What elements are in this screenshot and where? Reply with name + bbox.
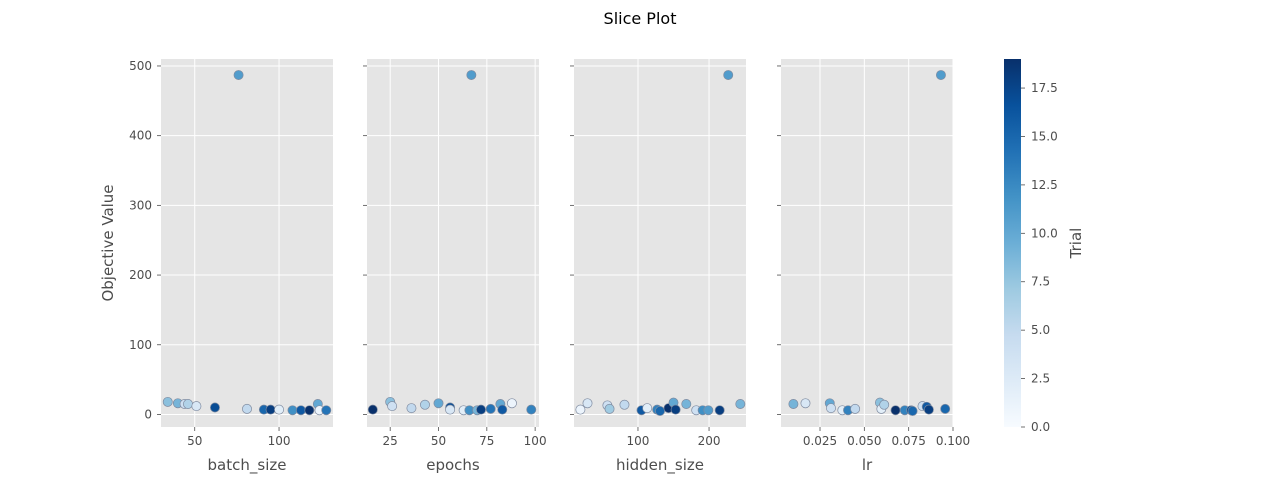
- panel-lr: 0.025 0.050 0.075 0.100 lr: [777, 59, 970, 474]
- y-tick-label: 400: [129, 129, 152, 143]
- panel-epochs: 25 50 75 100 epochs: [363, 59, 547, 474]
- colorbar-tick-label: 7.5: [1031, 275, 1050, 289]
- data-point: [735, 399, 746, 409]
- data-point: [296, 405, 306, 416]
- x-tick-label: 0.025: [803, 434, 837, 448]
- data-point: [935, 70, 946, 80]
- data-point: [582, 398, 593, 409]
- data-point: [526, 404, 537, 415]
- colorbar-gradient: [1004, 59, 1021, 427]
- y-tick-label: 0: [144, 407, 152, 421]
- x-axis-label: epochs: [426, 456, 480, 474]
- data-point: [183, 399, 193, 409]
- panels-group: 0 100 200 300 400 500 50 100 batch_size 25 50 75 100…: [129, 59, 970, 475]
- data-point: [210, 402, 220, 413]
- data-point: [923, 404, 934, 415]
- data-point: [907, 406, 918, 416]
- data-point: [575, 404, 586, 415]
- data-point: [433, 398, 444, 409]
- data-point: [420, 399, 430, 410]
- data-point: [681, 399, 692, 409]
- data-point: [506, 398, 517, 409]
- x-axis-label: lr: [862, 456, 873, 474]
- colorbar-ticks: 0.0 2.5 5.0 7.5 10.0 12.5 15.0 17.5: [1021, 81, 1058, 434]
- x-tick-label: 0.075: [891, 434, 925, 448]
- y-tick-label: 500: [129, 59, 152, 73]
- data-point: [788, 399, 799, 409]
- x-axis-label: hidden_size: [616, 456, 704, 475]
- y-tick-label: 100: [129, 338, 152, 352]
- x-tick-label: 0.100: [936, 434, 970, 448]
- data-point: [655, 406, 665, 416]
- colorbar-tick-label: 2.5: [1031, 372, 1050, 386]
- panel-batch_size: 0 100 200 300 400 500 50 100 batch_size: [129, 59, 333, 475]
- data-point: [233, 70, 244, 80]
- colorbar-tick-label: 12.5: [1031, 178, 1058, 192]
- x-tick-label: 50: [431, 434, 446, 448]
- data-point: [191, 401, 202, 412]
- data-point: [619, 399, 630, 410]
- data-point: [940, 403, 951, 414]
- colorbar-tick-label: 0.0: [1031, 420, 1050, 434]
- colorbar-tick-label: 5.0: [1031, 323, 1050, 337]
- colorbar-tick-label: 15.0: [1031, 129, 1058, 143]
- data-point: [466, 70, 477, 80]
- x-tick-label: 100: [268, 434, 291, 448]
- plot-area: [161, 59, 333, 427]
- data-point: [406, 403, 417, 414]
- x-tick-label: 200: [698, 434, 721, 448]
- data-point: [274, 404, 284, 415]
- data-point: [304, 405, 315, 416]
- chart-title: Slice Plot: [604, 9, 677, 28]
- plot-area: [367, 59, 539, 427]
- colorbar-label: Trial: [1067, 228, 1085, 260]
- data-point: [242, 403, 252, 414]
- panel-hidden_size: 100 200 hidden_size: [570, 59, 746, 475]
- data-point: [367, 404, 378, 415]
- y-tick-label: 300: [129, 198, 152, 212]
- x-tick-label: 25: [383, 434, 398, 448]
- y-tick-label: 200: [129, 268, 152, 282]
- x-tick-label: 100: [524, 434, 547, 448]
- data-point: [497, 404, 508, 415]
- data-point: [879, 399, 890, 410]
- y-axis-label: Objective Value: [99, 184, 117, 301]
- plot-area: [781, 59, 953, 427]
- data-point: [321, 405, 332, 416]
- colorbar-tick-label: 17.5: [1031, 81, 1058, 95]
- colorbar-tick-label: 10.0: [1031, 226, 1058, 240]
- data-point: [265, 404, 276, 415]
- data-point: [162, 396, 173, 407]
- data-point: [476, 404, 486, 415]
- data-point: [604, 403, 615, 414]
- data-point: [670, 404, 681, 415]
- data-point: [642, 403, 653, 414]
- data-point: [890, 405, 901, 416]
- plot-area: [574, 59, 746, 427]
- data-point: [387, 401, 398, 412]
- data-point: [723, 70, 734, 80]
- data-point: [850, 403, 861, 414]
- data-point: [826, 403, 836, 414]
- x-tick-label: 100: [627, 434, 650, 448]
- colorbar: 0.0 2.5 5.0 7.5 10.0 12.5 15.0 17.5 Trial: [1004, 59, 1085, 434]
- data-point: [800, 398, 811, 409]
- x-tick-label: 50: [187, 434, 202, 448]
- x-axis-label: batch_size: [208, 456, 287, 475]
- data-point: [445, 404, 456, 415]
- data-point: [714, 405, 725, 416]
- data-point: [287, 405, 298, 416]
- data-point: [485, 403, 496, 414]
- x-tick-label: 0.050: [847, 434, 881, 448]
- data-point: [703, 405, 714, 416]
- x-tick-label: 75: [479, 434, 494, 448]
